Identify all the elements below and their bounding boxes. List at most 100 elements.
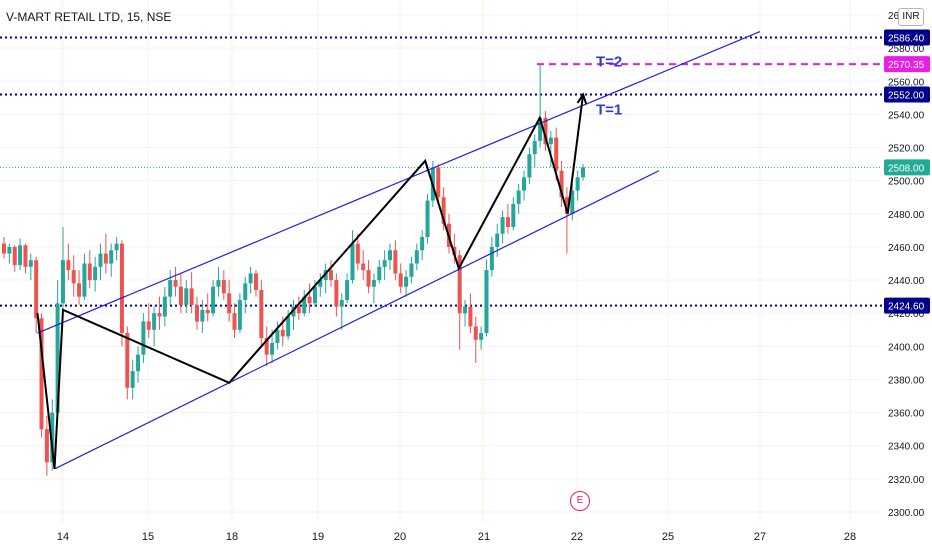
candle-body bbox=[243, 283, 248, 300]
candle-body bbox=[307, 296, 312, 304]
price-level-label: 2570.35 bbox=[888, 60, 925, 71]
candle-body bbox=[339, 299, 344, 307]
time-axis-background bbox=[0, 522, 884, 550]
candle-body bbox=[162, 296, 167, 317]
trend-channel[interactable] bbox=[37, 31, 761, 470]
candle-body bbox=[564, 197, 569, 214]
candle-body bbox=[489, 246, 494, 271]
candle-body bbox=[82, 263, 87, 297]
candle-body bbox=[500, 217, 505, 234]
candle-body bbox=[200, 309, 205, 322]
candle-body bbox=[232, 313, 237, 330]
candle-body bbox=[237, 299, 242, 330]
candle-body bbox=[393, 250, 398, 274]
price-level-badge bbox=[884, 29, 930, 46]
candle-body bbox=[350, 243, 355, 281]
price-level-badge bbox=[884, 159, 930, 176]
price-level-badge bbox=[884, 56, 930, 73]
candle-body bbox=[60, 260, 65, 304]
price-tick-label: 2480.00 bbox=[888, 210, 925, 221]
symbol-title: V-MART RETAIL LTD, 15, NSE bbox=[6, 10, 172, 24]
candle-body bbox=[463, 306, 468, 314]
time-axis[interactable]: 14 15 18 19 20 21 22 25 27 28 bbox=[0, 522, 884, 550]
candle-body bbox=[398, 273, 403, 287]
candle-body bbox=[109, 250, 114, 264]
zigzag-pattern[interactable] bbox=[36, 92, 588, 470]
earnings-marker[interactable]: E bbox=[570, 491, 590, 511]
candle-body bbox=[479, 333, 484, 340]
time-tick-label: 14 bbox=[57, 531, 69, 543]
candle-body bbox=[554, 137, 559, 171]
price-tick-label: 2500.00 bbox=[888, 177, 925, 188]
chart-grid bbox=[0, 0, 882, 522]
candle-body bbox=[473, 326, 478, 340]
channel-line-upper bbox=[37, 31, 761, 334]
candle-body bbox=[575, 177, 580, 191]
candle-body bbox=[334, 280, 339, 307]
candle-body bbox=[259, 290, 264, 339]
candle-body bbox=[280, 329, 285, 337]
price-level-lines[interactable] bbox=[0, 36, 882, 307]
candle-body bbox=[114, 243, 119, 251]
candle-body bbox=[12, 246, 17, 266]
price-tick-label: 2540.00 bbox=[888, 110, 925, 121]
price-axis[interactable]: 2300.00 2320.00 2340.00 2360.00 2380.00 2400.… bbox=[884, 0, 932, 550]
candle-body bbox=[66, 260, 71, 271]
time-tick-label: 25 bbox=[662, 531, 674, 543]
candle-body bbox=[98, 253, 103, 267]
candle-body bbox=[34, 260, 39, 319]
price-level-label: 2552.00 bbox=[888, 91, 925, 102]
price-level-label: 2508.00 bbox=[888, 163, 925, 174]
candle-body bbox=[404, 276, 409, 287]
candle-body bbox=[371, 280, 376, 287]
candle-body bbox=[173, 280, 178, 287]
candle-body bbox=[532, 140, 537, 155]
candle-body bbox=[18, 245, 23, 266]
price-tick-label: 2460.00 bbox=[888, 243, 925, 254]
candle-body bbox=[516, 190, 521, 204]
candle-body bbox=[211, 286, 216, 314]
candle-body bbox=[527, 154, 532, 178]
candle-body bbox=[425, 200, 430, 237]
price-tick-label: 2320.00 bbox=[888, 475, 925, 486]
candle-body bbox=[548, 137, 553, 145]
candle-body bbox=[184, 288, 189, 305]
candle-body bbox=[511, 203, 516, 228]
candle-body bbox=[270, 343, 275, 355]
candle-body bbox=[543, 117, 548, 145]
candle-body bbox=[409, 263, 414, 277]
candle-body bbox=[55, 303, 60, 413]
candle-body bbox=[436, 167, 441, 198]
candle-body bbox=[382, 260, 387, 267]
price-tick-label: 2400.00 bbox=[888, 342, 925, 353]
candle-body bbox=[178, 286, 183, 305]
candle-body bbox=[291, 306, 296, 317]
target-labels: T=2 T=1 bbox=[596, 53, 622, 118]
candle-body bbox=[216, 280, 221, 287]
candle-body bbox=[468, 306, 473, 327]
candle-body bbox=[355, 243, 360, 264]
candle-body bbox=[441, 197, 446, 224]
candle-body bbox=[141, 321, 146, 355]
price-tick-label: 2300.00 bbox=[888, 508, 925, 519]
candle-body bbox=[119, 243, 124, 334]
candlestick-series bbox=[2, 64, 585, 476]
candle-body bbox=[318, 280, 323, 287]
candle-body bbox=[366, 270, 371, 287]
candle-body bbox=[538, 117, 543, 141]
target-label: T=2 bbox=[596, 53, 622, 70]
currency-badge[interactable]: INR bbox=[898, 8, 924, 26]
candle-body bbox=[505, 217, 510, 228]
candle-body bbox=[195, 304, 199, 322]
candle-body bbox=[420, 236, 425, 251]
candle-body bbox=[248, 273, 253, 284]
candle-body bbox=[87, 263, 92, 281]
time-tick-label: 27 bbox=[754, 531, 766, 543]
price-tick-label: 2420.00 bbox=[888, 309, 925, 320]
candle-body bbox=[28, 260, 33, 267]
candle-body bbox=[125, 333, 130, 388]
candle-body bbox=[388, 250, 392, 261]
candle-body bbox=[264, 338, 269, 355]
candle-body bbox=[103, 253, 108, 264]
